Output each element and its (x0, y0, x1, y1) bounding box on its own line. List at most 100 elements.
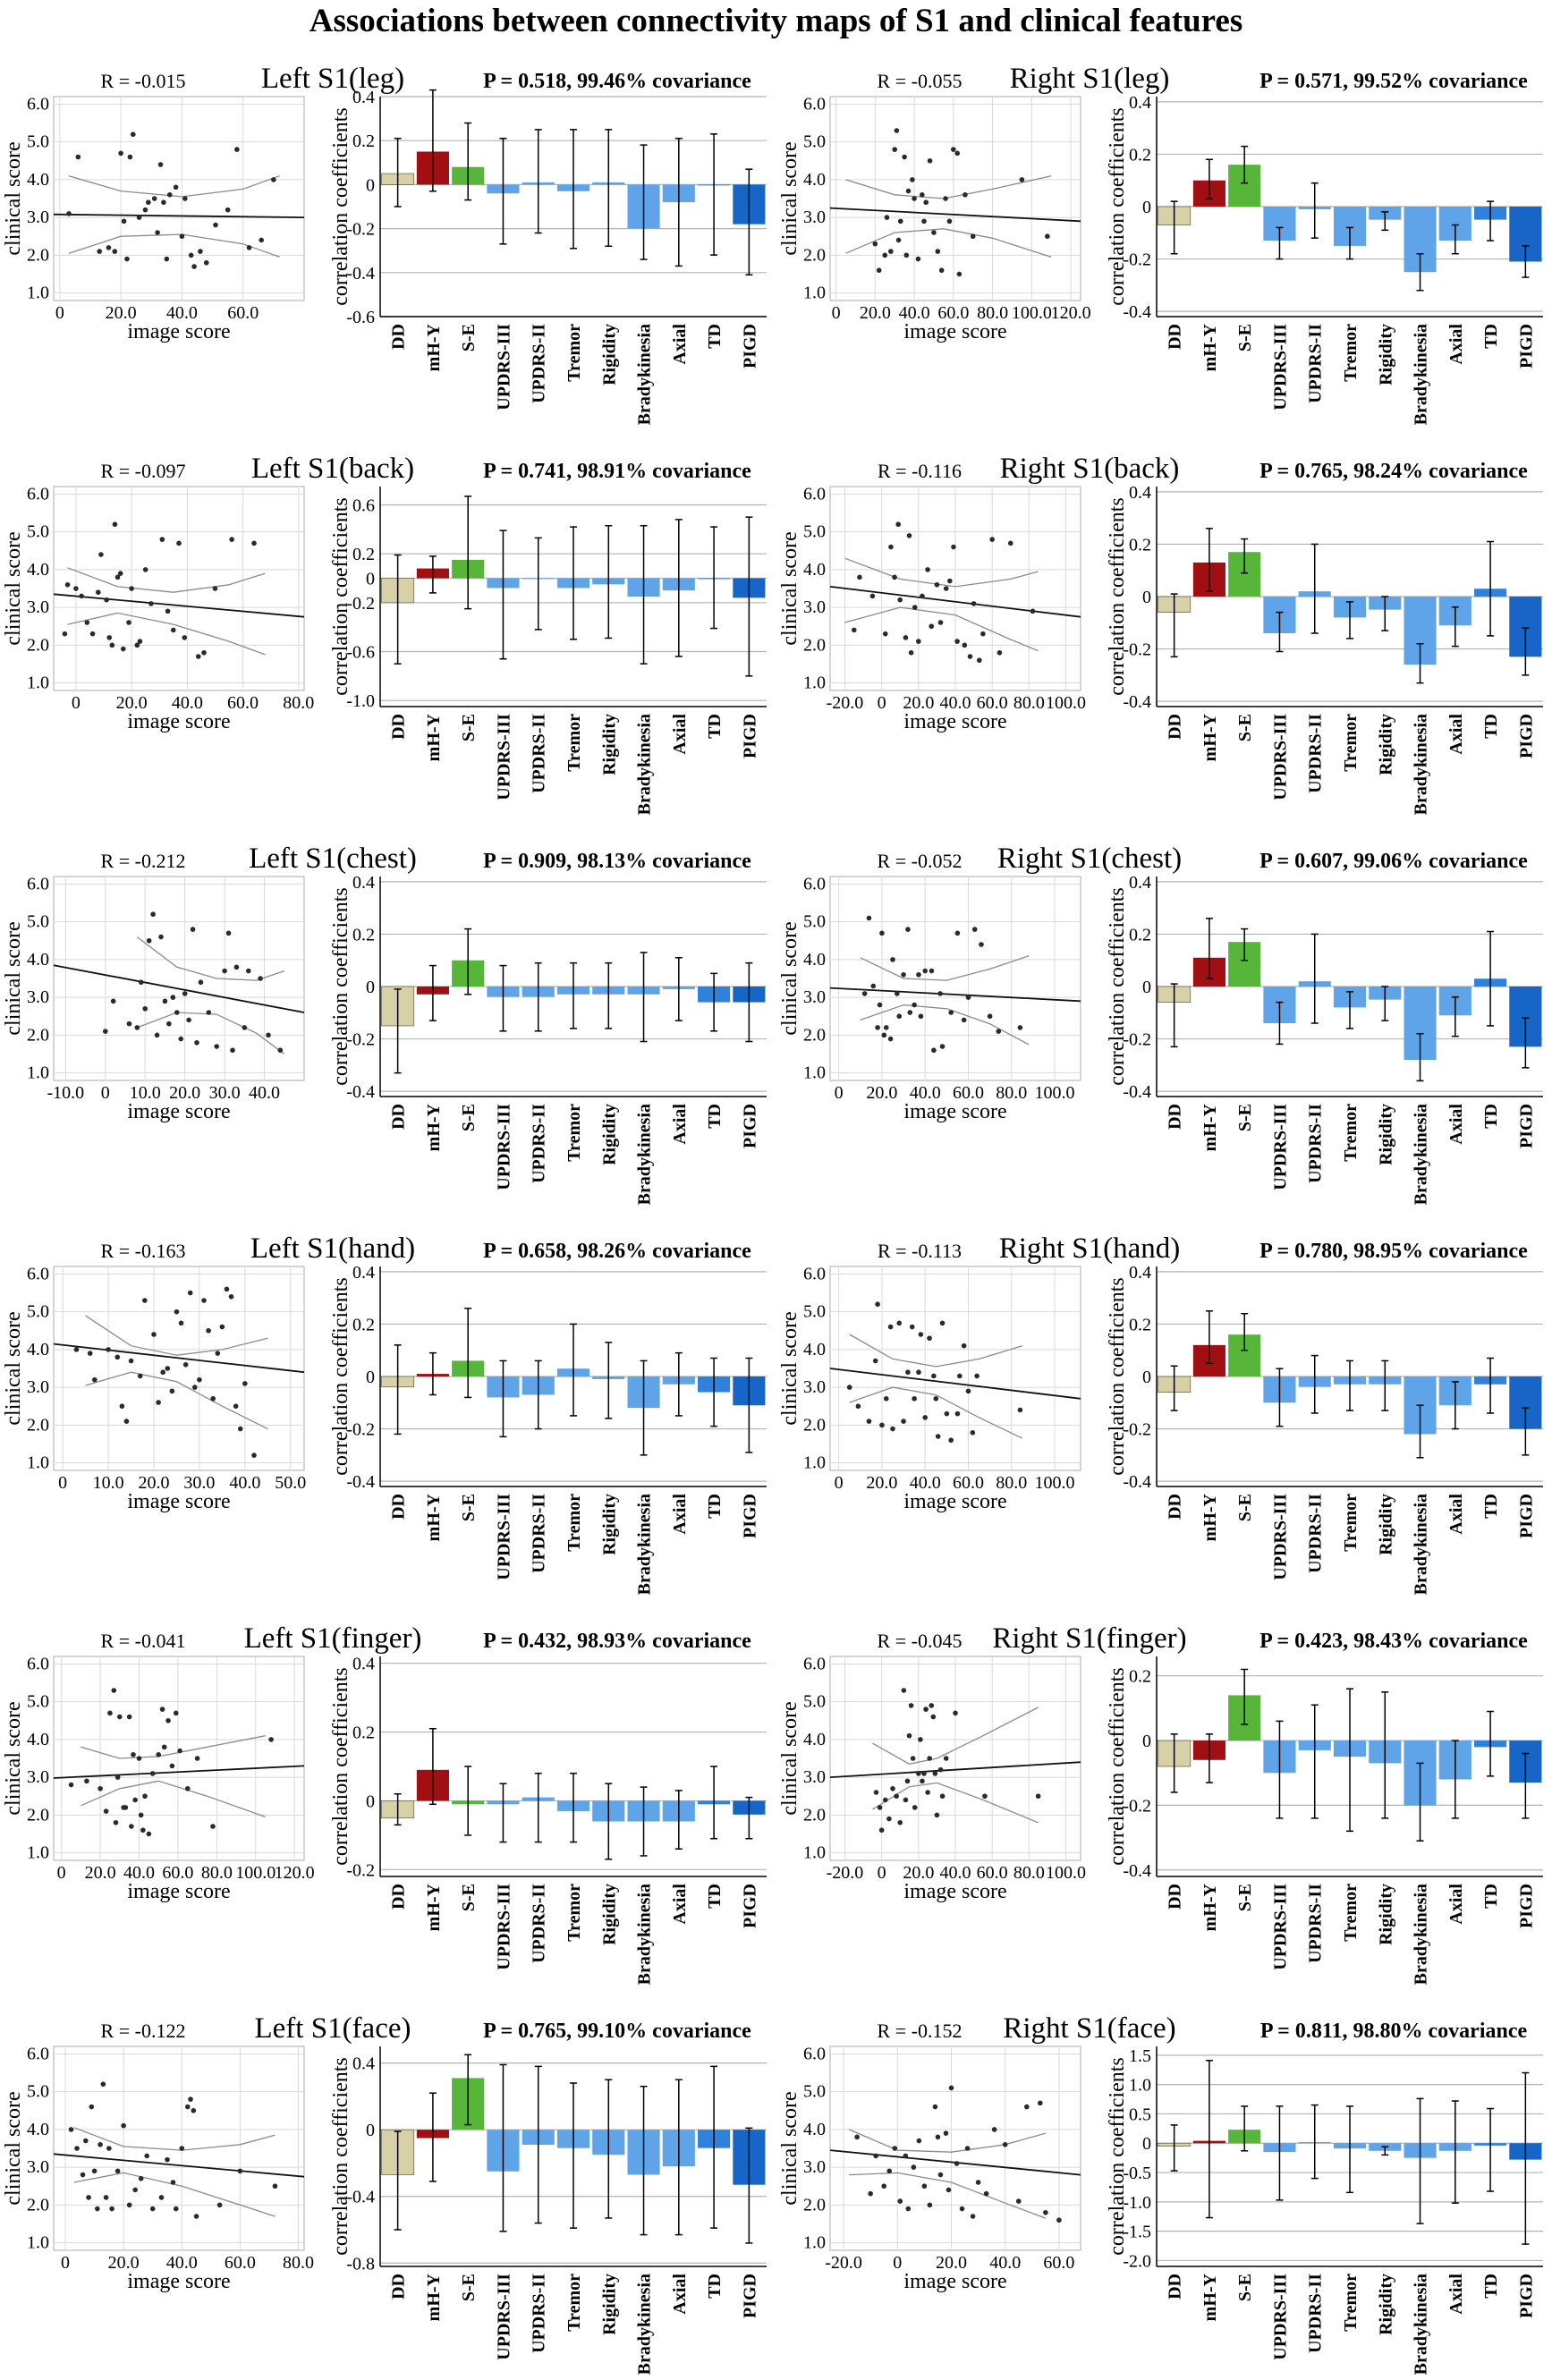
bar-x-tick-label: PIGD (1516, 714, 1536, 758)
scatter-point (198, 979, 204, 986)
bar-x-tick-label: DD (1166, 1884, 1185, 1910)
scatter-point (1019, 177, 1025, 182)
bar-x-tick-label: DD (389, 2274, 409, 2300)
scatter-point (908, 1703, 914, 1708)
bar-y-tick-label: 0.4 (352, 88, 375, 107)
bar-x-tick-label: Bradykinesia (635, 1104, 655, 1205)
r-value: R = -0.152 (878, 2020, 963, 2042)
scatter-point (877, 1805, 883, 1810)
bar-x-tick-label: Tremor (564, 324, 584, 382)
confidence-band-lower (81, 1780, 266, 1818)
scatter-point (258, 976, 263, 981)
scatter-point (892, 147, 897, 152)
regression-line (829, 1761, 1081, 1778)
bar-y-tick-label: -0.2 (1123, 1030, 1151, 1050)
scatter-point (176, 540, 182, 546)
scatter-point (179, 2146, 185, 2151)
bar-y-tick-label: -0.2 (346, 594, 375, 614)
scatter-plot-area (53, 1656, 305, 1861)
scatter-x-tick-label: 80.0 (283, 693, 314, 713)
scatter-point (883, 1025, 889, 1030)
bar-x-tick-label: TD (1481, 1494, 1501, 1519)
scatter-point (890, 957, 895, 962)
scatter-y-tick-label: 4.0 (803, 1340, 826, 1359)
scatter-point (272, 2183, 278, 2189)
scatter-x-tick-label: 30.0 (183, 1473, 215, 1493)
bar-chart: correlation coefficients-0.4 -0.2 0 0.2 DD mH… (1106, 1656, 1543, 1985)
scatter-point (895, 237, 902, 243)
bar-y-tick-label: -0.4 (346, 1472, 375, 1492)
scatter-point (1056, 2217, 1062, 2223)
scatter-point (170, 995, 176, 1000)
scatter-x-tick-label: 20.0 (936, 2253, 967, 2273)
bar-x-tick-label: mH-Y (1200, 2273, 1220, 2321)
r-value: R = -0.113 (878, 1240, 962, 1262)
scatter-x-tick-label: 80.0 (283, 2253, 314, 2273)
bar-x-tick-label: Axial (670, 2274, 690, 2315)
scatter-point (190, 927, 196, 932)
scatter-point (89, 631, 96, 637)
bar-x-tick-label: Rigidity (1376, 1884, 1395, 1945)
scatter-point (903, 2153, 909, 2159)
scatter-point (225, 930, 232, 936)
scatter-point (142, 1793, 148, 1800)
panel-title: Right S1(back) (1000, 453, 1180, 485)
scatter-y-tick-label: 4.0 (803, 1730, 826, 1749)
bar-x-tick-label: DD (389, 714, 409, 740)
scatter-point (156, 1751, 162, 1757)
scatter-y-tick-label: 3.0 (27, 597, 49, 617)
scatter-point (892, 574, 897, 580)
bar-y-tick-label: 0 (366, 570, 375, 589)
scatter-point (121, 218, 127, 224)
bar-x-tick-label: PIGD (740, 324, 759, 368)
scatter-point (161, 199, 166, 206)
scatter-y-axis-label: clinical score (778, 2091, 801, 2205)
scatter-point (114, 2168, 121, 2174)
scatter-point (173, 184, 179, 191)
bar-x-tick-label: DD (389, 1494, 409, 1520)
panel-stats: P = 0.423, 98.43% covariance (1259, 1630, 1528, 1653)
r-value: R = -0.041 (101, 1630, 186, 1652)
scatter-point (126, 620, 131, 625)
scatter-point (137, 639, 143, 644)
scatter-point (201, 1298, 207, 1303)
scatter-y-tick-label: 6.0 (27, 2044, 49, 2063)
scatter-plot-area (829, 96, 1081, 301)
scatter-point (73, 586, 79, 591)
scatter-x-tick-label: 40.0 (166, 303, 198, 323)
scatter-point (876, 267, 882, 274)
bar-x-tick-label: Axial (1446, 1494, 1466, 1535)
bar-x-tick-label: S-E (459, 1494, 479, 1521)
scatter-point (182, 1361, 189, 1368)
scatter-point (187, 1290, 193, 1296)
scatter-point (84, 1778, 89, 1784)
scatter-point (897, 2198, 903, 2204)
scatter-point (159, 537, 165, 542)
scatter-point (879, 1422, 885, 1428)
scatter-x-axis-label: image score (127, 2270, 230, 2293)
regression-line (829, 987, 1081, 1003)
bar-x-tick-label: Axial (670, 714, 690, 755)
scatter-point (872, 1358, 878, 1364)
scatter-point (158, 934, 164, 940)
confidence-band-upper (872, 1707, 1039, 1765)
scatter-point (188, 2096, 193, 2102)
scatter-point (106, 245, 112, 250)
bar-x-tick-label: TD (1481, 324, 1501, 349)
scatter-plot: 0 10.0 20.0 30.0 40.0 50.0 1.0 2.0 3.0 4.0 5.0 6.0 i… (2, 1264, 306, 1513)
scatter-point (918, 1737, 923, 1742)
scatter-x-tick-label: 100.0 (1046, 1863, 1086, 1883)
scatter-point (203, 259, 209, 266)
scatter-x-tick-label: 60.0 (953, 1473, 984, 1493)
bar-x-tick-label: TD (1481, 714, 1501, 739)
scatter-x-tick-label: 20.0 (903, 1863, 934, 1883)
scatter-point (908, 649, 914, 656)
scatter-point (954, 2161, 960, 2166)
scatter-point (948, 1437, 954, 1444)
r-value: R = -0.015 (101, 70, 186, 92)
scatter-point (935, 249, 941, 254)
scatter-point (109, 2206, 114, 2212)
scatter-point (106, 635, 113, 640)
scatter-point (939, 1320, 946, 1326)
scatter-x-tick-label: 20.0 (866, 1083, 897, 1103)
